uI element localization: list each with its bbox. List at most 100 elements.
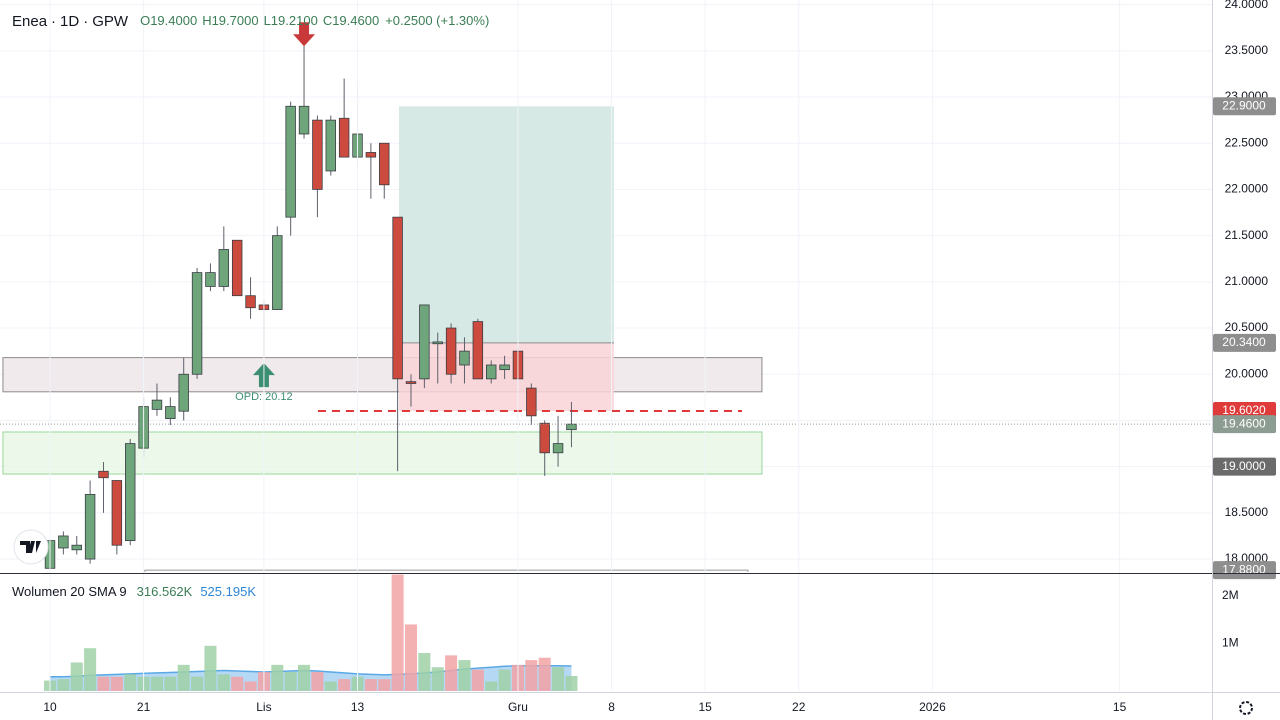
volume-bar xyxy=(177,664,190,691)
volume-tick-label: 1M xyxy=(1222,636,1239,650)
candle-body xyxy=(486,364,497,380)
x-tick-label: 8 xyxy=(608,700,615,714)
candle-body xyxy=(499,364,510,371)
volume-bar xyxy=(338,679,351,691)
ohlc-value: O19.4000 xyxy=(140,13,197,28)
x-tick-label: Lis xyxy=(256,700,271,714)
volume-bar xyxy=(538,657,551,691)
y-tick-label: 21.0000 xyxy=(1225,274,1269,288)
volume-tick-label: 2M xyxy=(1222,588,1239,602)
volume-bar xyxy=(204,645,217,691)
y-tick-label: 21.5000 xyxy=(1225,228,1269,242)
volume-bar xyxy=(298,664,311,691)
volume-bar xyxy=(565,675,578,691)
interval: 1D xyxy=(60,13,79,30)
volume-bar xyxy=(418,652,431,691)
volume-bar xyxy=(284,671,297,691)
candle-body xyxy=(392,216,403,380)
candle-body xyxy=(298,105,310,135)
x-tick-label: 15 xyxy=(698,700,712,714)
zone xyxy=(2,357,763,393)
candle-body xyxy=(151,399,163,410)
settings-icon[interactable] xyxy=(1239,701,1253,715)
volume-bar xyxy=(191,676,204,691)
candle-body xyxy=(526,387,537,417)
x-tick-label: 22 xyxy=(792,700,806,714)
volume-bar xyxy=(84,648,97,691)
volume-bar xyxy=(244,681,257,691)
x-tick-label: 10 xyxy=(43,700,57,714)
candle-body xyxy=(338,117,350,158)
ohlc-value: C19.4600 xyxy=(323,13,379,28)
volume-sma-value: 525.195K xyxy=(200,584,256,599)
volume-bar xyxy=(217,674,230,691)
candle-body xyxy=(245,295,256,309)
volume-bar xyxy=(458,660,471,691)
x-tick-label: Gru xyxy=(508,700,528,714)
ohlc-value: H19.7000 xyxy=(202,13,258,28)
price-tag xyxy=(1213,561,1276,580)
volume-bar xyxy=(525,660,538,691)
volume-bar xyxy=(324,681,337,691)
y-tick-label: 22.0000 xyxy=(1225,182,1269,196)
volume-bar xyxy=(311,671,324,691)
candle-body xyxy=(405,381,417,384)
volume-bar xyxy=(431,667,444,691)
y-tick-label: 22.5000 xyxy=(1225,135,1269,149)
volume-title: Wolumen 20 SMA 9 xyxy=(12,584,127,599)
candle-body xyxy=(419,304,430,380)
candle-body xyxy=(325,119,336,172)
candle-body xyxy=(472,321,484,380)
candle-body xyxy=(432,341,443,345)
price-tag-label: 17.8800 xyxy=(1222,562,1266,576)
candle-body xyxy=(539,422,550,454)
candle-body xyxy=(84,493,96,560)
y-tick-label: 20.0000 xyxy=(1225,366,1269,380)
price-tag-label: 19.0000 xyxy=(1222,459,1266,473)
candle-body xyxy=(191,272,203,375)
candle-body xyxy=(218,249,230,287)
volume-bar xyxy=(391,574,404,691)
volume-bar xyxy=(404,624,418,691)
y-tick-label: 20.5000 xyxy=(1225,320,1269,334)
candle-body xyxy=(365,152,377,158)
price-tag-label: 20.3400 xyxy=(1222,335,1266,349)
candle-body xyxy=(98,470,109,479)
candle-body xyxy=(231,239,243,297)
candle-body xyxy=(272,235,283,310)
volume-bar xyxy=(378,679,391,691)
candle-body xyxy=(445,327,457,375)
price-tag xyxy=(1213,457,1276,476)
candle-body xyxy=(58,535,69,549)
candle-body xyxy=(552,443,564,454)
volume-bar xyxy=(97,676,110,691)
x-tick-label: 13 xyxy=(351,700,365,714)
change: +0.2500 (+1.30%) xyxy=(385,13,489,28)
volume-bar xyxy=(110,676,123,691)
x-tick-label: 2026 xyxy=(919,700,946,714)
volume-bar xyxy=(498,669,511,691)
volume-value: 316.562K xyxy=(137,584,193,599)
candle-body xyxy=(285,105,296,218)
price-pane: OPD: 20.12 xyxy=(0,4,1212,572)
separator: · xyxy=(51,13,56,30)
volume-bar xyxy=(231,676,244,691)
candle-body xyxy=(165,406,176,420)
candle-body xyxy=(205,272,216,287)
arrow-marker xyxy=(293,22,316,47)
candle-body xyxy=(312,119,323,190)
volume-bar xyxy=(445,655,458,691)
candle-body xyxy=(111,480,123,546)
exchange: GPW xyxy=(92,13,129,30)
volume-bar xyxy=(57,679,70,691)
volume-bar xyxy=(150,676,163,691)
candle-body xyxy=(178,373,189,412)
zone xyxy=(2,431,763,475)
candle-body xyxy=(459,350,470,366)
y-tick-label: 23.5000 xyxy=(1225,43,1269,57)
volume-bar xyxy=(271,664,284,691)
candle-body xyxy=(125,443,136,541)
volume-legend: Wolumen 20 SMA 9 316.562K 525.195K xyxy=(12,584,256,599)
